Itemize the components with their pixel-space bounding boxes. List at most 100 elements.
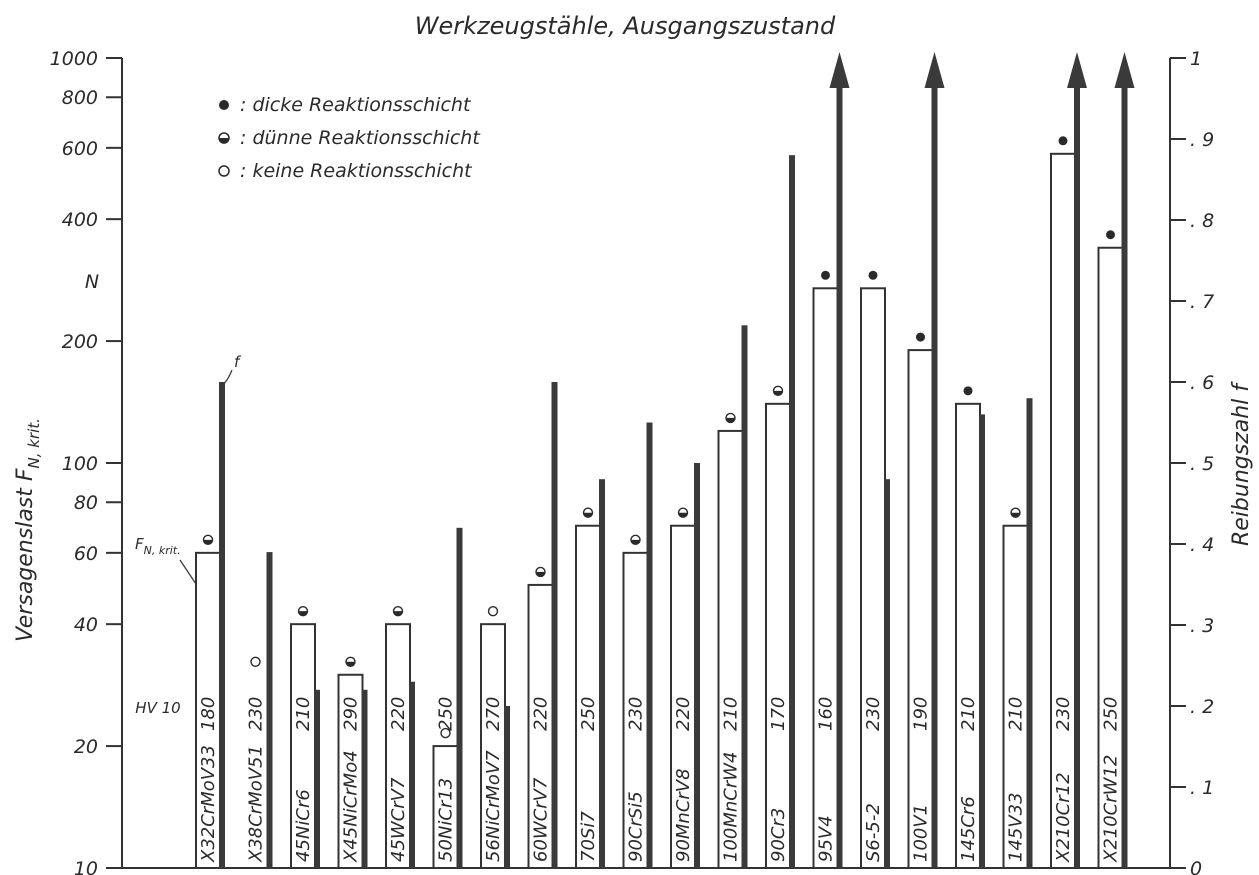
category-label: 45WCrV7	[388, 777, 409, 862]
category-label: X32CrMoV33	[198, 745, 219, 863]
legend-open-symbol	[218, 165, 230, 177]
left-axis-tick-label: 40	[74, 614, 98, 636]
category-group: X32CrMoV33 180	[195, 382, 225, 869]
category-group: 50NiCr13 250	[432, 527, 463, 869]
hardness-label: 220	[388, 697, 409, 731]
failure-load-bar	[432, 745, 459, 869]
category-label: 50NiCr13	[436, 778, 457, 862]
right-axis-tick-label: . 7	[1190, 291, 1214, 313]
chart-title: Werkzeugstähle, Ausgangszustand	[415, 12, 836, 40]
reaction-layer-marker-open	[440, 727, 451, 739]
category-label: 145V33	[1006, 792, 1027, 862]
legend-half-label: : dünne Reaktionsschicht	[240, 127, 481, 149]
category-group: 56NiCrMoV7 270	[480, 605, 510, 869]
hardness-label: 250	[1101, 697, 1122, 731]
category-group: 145V33 210	[1002, 398, 1033, 869]
left-axis-tick-label: 800	[62, 87, 98, 109]
category-group: X210Cr12 230	[1050, 52, 1087, 870]
category-group: S6-5-2 230	[860, 270, 890, 869]
category-group: 90CrSi5 230	[622, 422, 653, 869]
friction-bar	[314, 689, 320, 868]
category-group: X38CrMoV51 230	[246, 552, 273, 868]
category-label: 100MnCrW4	[721, 751, 742, 862]
left-axis-tick-label: 60	[74, 543, 98, 565]
friction-bar	[741, 325, 748, 868]
category-label: 145Cr6	[958, 796, 979, 862]
category-label: 95V4	[816, 815, 837, 862]
hv-label: HV 10	[135, 699, 180, 717]
reaction-layer-marker-half	[1010, 507, 1021, 518]
hardness-label: 210	[958, 697, 979, 731]
reaction-layer-marker-half	[345, 656, 356, 667]
left-axis-label: Versagenslast FN, krit.	[13, 418, 43, 642]
friction-bar	[409, 681, 415, 868]
half-marker-fill	[773, 390, 783, 396]
hardness-label: 250	[436, 697, 457, 731]
reaction-layer-marker-filled	[963, 386, 973, 396]
hardness-label: 230	[863, 697, 884, 731]
left-axis-tick-label: 200	[62, 331, 98, 353]
failure-load-bar	[907, 349, 934, 869]
friction-bar	[1026, 398, 1033, 868]
friction-arrow-head	[1114, 52, 1135, 88]
reaction-layer-marker-open	[487, 605, 499, 617]
friction-bar	[361, 689, 368, 868]
category-label: X38CrMoV51	[246, 745, 267, 863]
reaction-layer-marker-filled	[821, 270, 830, 280]
left-axis-tick-label: 400	[62, 209, 98, 231]
left-axis-tick-label: 600	[62, 138, 98, 160]
friction-arrow-head	[1067, 52, 1087, 88]
reaction-layer-marker-half	[630, 534, 641, 546]
failure-load-bar	[812, 287, 839, 869]
reaction-layer-marker-half	[772, 385, 784, 397]
right-axis-label: Reibungszahl f	[1229, 381, 1254, 546]
category-group: 90Cr3 170	[765, 155, 795, 869]
hardness-label: 290	[341, 697, 362, 731]
friction-bar	[599, 479, 605, 868]
failure-load-bar	[1097, 246, 1124, 869]
left-axis-tick-label: 100	[62, 453, 98, 475]
friction-bar	[266, 552, 273, 868]
failure-load-bar	[717, 429, 744, 869]
legend-half-symbol	[218, 132, 230, 144]
category-group: 45WCrV7 220	[385, 605, 415, 869]
legend-open-label: : keine Reaktionsschicht	[240, 160, 473, 182]
friction-bar	[884, 479, 890, 868]
hardness-label: 230	[246, 697, 267, 731]
reaction-layer-marker-filled	[1106, 230, 1115, 240]
half-marker-fill	[203, 539, 213, 545]
category-group: X45NiCrMo4 290	[337, 656, 368, 869]
hardness-label: 230	[1053, 697, 1074, 731]
friction-bar	[694, 463, 700, 868]
category-label: 90CrSi5	[626, 791, 647, 862]
friction-bar	[789, 155, 795, 868]
bars: X32CrMoV33 180 X38CrMoV51 230 45NiCr6 210 X45N…	[195, 52, 1135, 870]
friction-arrow-head	[829, 52, 850, 88]
reaction-layer-marker-half	[297, 605, 309, 617]
category-group: 100MnCrW4 210	[717, 325, 748, 869]
right-axis-tick-label: . 3	[1190, 615, 1214, 637]
right-axis-tick-label: . 6	[1190, 372, 1214, 394]
hardness-label: 220	[673, 697, 694, 731]
half-marker-fill	[631, 539, 640, 545]
failure-load-bar	[575, 524, 601, 869]
reaction-layer-marker-half	[725, 412, 736, 424]
left-axis-unit: N	[85, 271, 99, 293]
half-marker-fill	[536, 571, 545, 577]
reaction-layer-marker-half	[392, 605, 404, 617]
reaction-layer-marker-filled	[1058, 136, 1068, 146]
category-label: 90Cr3	[768, 808, 789, 862]
category-label: X210Cr12	[1053, 772, 1074, 863]
failure-load-bar	[195, 551, 221, 869]
friction-bar	[931, 86, 938, 868]
reaction-layer-marker-open	[250, 656, 261, 667]
category-label: X45NiCrMo4	[341, 750, 362, 863]
right-axis-tick-label: . 5	[1190, 453, 1214, 475]
right-axis-tick-label: . 9	[1190, 129, 1214, 151]
reaction-layer-marker-half	[535, 566, 546, 578]
friction-bar	[1121, 86, 1128, 868]
left-axis-tick-label: 20	[74, 736, 98, 758]
legend-filled-symbol	[219, 100, 229, 110]
reaction-layer-marker-half	[582, 507, 594, 518]
